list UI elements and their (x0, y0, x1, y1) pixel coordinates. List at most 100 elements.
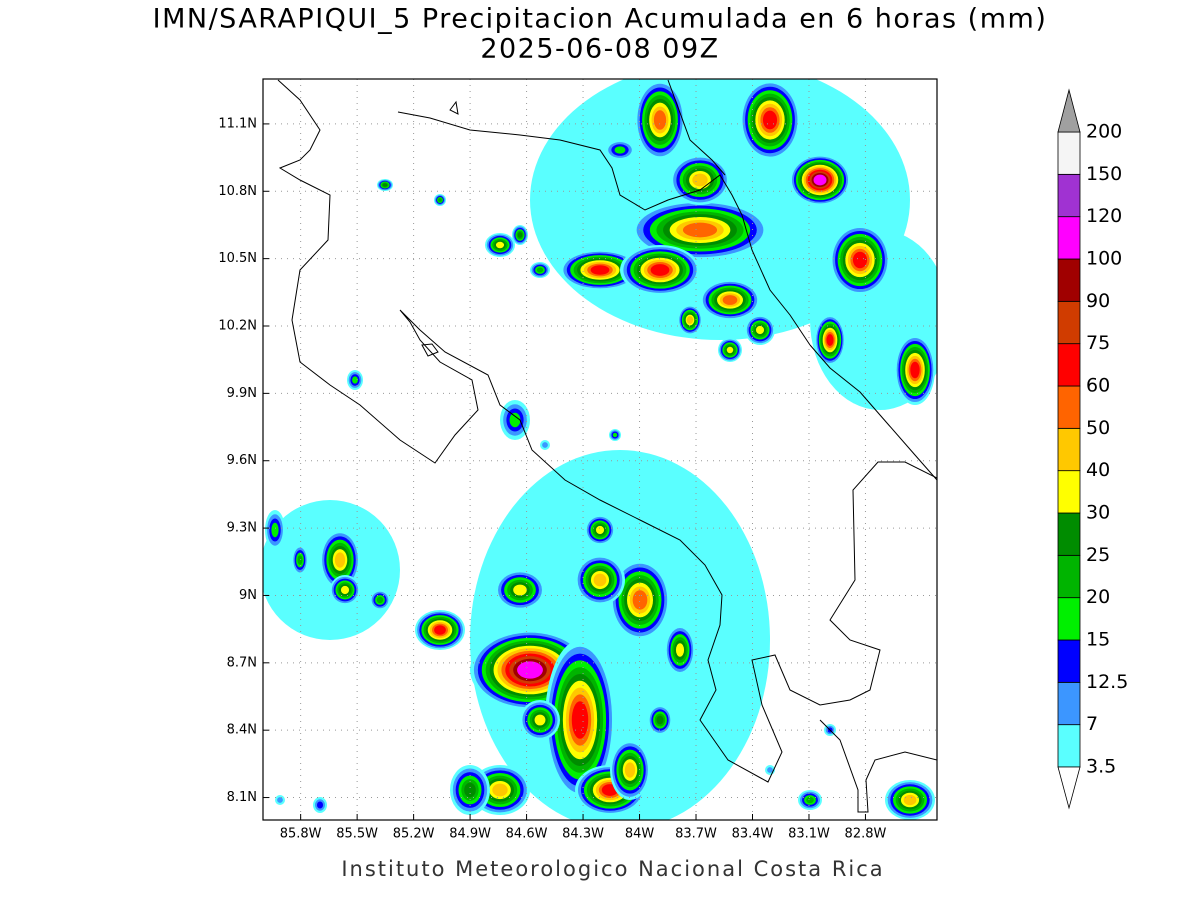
colorbar-box (1057, 216, 1081, 260)
precip-area (624, 762, 636, 778)
colorbar-label: 120 (1086, 205, 1122, 227)
precip-area (542, 442, 548, 448)
colorbar-label: 7 (1086, 713, 1098, 735)
lat-tick-label: 10.2N (218, 319, 257, 334)
colorbar-box (1057, 385, 1081, 429)
lat-tick-label: 8.1N (227, 790, 257, 805)
colorbar-label: 12.5 (1086, 671, 1128, 693)
precip-area (438, 198, 442, 202)
precip-area (767, 767, 773, 773)
precip-area (509, 412, 521, 428)
subtitle: 2025-06-08 09Z (480, 34, 719, 65)
precip-area (513, 584, 527, 596)
colorbar: 3.5 7 12.5 15 20 25 30 40 50 60 75 90 100 120 150 200 (1057, 88, 1128, 810)
lon-tick-label: 84.6W (506, 827, 548, 842)
colorbar-over (1057, 88, 1081, 133)
colorbar-label: 40 (1086, 459, 1110, 481)
precip-area (536, 267, 544, 273)
title: IMN/SARAPIQUI_5 Precipitacion Acumulada … (153, 4, 1048, 35)
precip-area (492, 783, 508, 797)
precip-area (334, 552, 346, 568)
colorbar-box (1057, 343, 1081, 387)
precip-area (686, 316, 694, 324)
lon-tick-label: 85.2W (393, 827, 435, 842)
precip-area (271, 522, 279, 538)
precip-area (813, 174, 827, 186)
precip-area (316, 801, 324, 809)
precip-area (595, 525, 605, 535)
colorbar-label: 75 (1086, 332, 1110, 354)
precip-area (340, 585, 350, 595)
colorbar-label: 20 (1086, 586, 1110, 608)
precip-area (762, 110, 778, 130)
lat-tick-label: 11.1N (218, 116, 257, 131)
colorbar-box (1057, 300, 1081, 345)
colorbar-label: 60 (1086, 375, 1110, 397)
colorbar-label: 50 (1086, 417, 1110, 439)
colorbar-label: 25 (1086, 544, 1110, 566)
colorbar-box (1057, 724, 1081, 768)
lat-tick-label: 9.6N (227, 453, 257, 468)
precip-area (722, 295, 738, 305)
grid (263, 79, 937, 820)
lon-tick-label: 83.1W (788, 827, 830, 842)
colorbar-box (1057, 173, 1081, 218)
colorbar-box (1057, 512, 1081, 556)
precip-area (653, 110, 667, 130)
lon-tick-label: 85.8W (280, 827, 322, 842)
precip-area (376, 596, 384, 604)
colorbar-box (1057, 258, 1081, 302)
lon-tick-label: 84W (625, 827, 655, 842)
precip-area (675, 643, 685, 657)
precip-area (614, 146, 626, 154)
precip-area (612, 432, 618, 438)
lon-tick-label: 82.8W (845, 827, 887, 842)
lon-tick-label: 84.9W (449, 827, 491, 842)
precip-area (517, 661, 543, 679)
precip-area (726, 346, 734, 354)
colorbar-box (1057, 597, 1081, 641)
colorbar-label: 150 (1086, 163, 1122, 185)
precip-area (650, 264, 670, 276)
precip-area (656, 715, 664, 725)
footer: Instituto Meteorologico Nacional Costa R… (341, 857, 884, 881)
precip-area (593, 573, 607, 587)
precip-area (382, 183, 388, 187)
lon-tick-label: 83.7W (675, 827, 717, 842)
precip-area (590, 265, 610, 275)
colorbar-label: 3.5 (1086, 756, 1116, 778)
precip-layer (263, 79, 937, 820)
colorbar-label: 100 (1086, 248, 1122, 270)
precip-area (826, 334, 834, 346)
lon-tick-label: 85.5W (336, 827, 378, 842)
precip-area (903, 794, 917, 806)
precip-area (517, 232, 523, 238)
lon-tick-label: 84.3W (562, 827, 604, 842)
lon-tick-label: 83.4W (732, 827, 774, 842)
plot-frame (262, 78, 938, 821)
precip-area (755, 325, 765, 335)
colorbar-box (1057, 554, 1081, 599)
colorbar-label: 15 (1086, 629, 1110, 651)
colorbar-label: 90 (1086, 290, 1110, 312)
colorbar-box (1057, 131, 1081, 175)
precip-area (534, 714, 546, 726)
lat-tick-label: 10.8N (218, 184, 257, 199)
precip-area (910, 361, 920, 379)
precip-area (632, 590, 648, 610)
precip-area (682, 222, 718, 238)
precip-area (692, 173, 708, 187)
lat-tick-label: 9.3N (227, 521, 257, 536)
precip-area (434, 625, 446, 635)
precip-area (571, 701, 589, 739)
precip-area (352, 376, 358, 384)
precip-area (297, 555, 303, 565)
precip-area (806, 796, 814, 804)
precip-area (464, 782, 476, 798)
precip-area (277, 797, 283, 803)
colorbar-box (1057, 681, 1081, 726)
lat-tick-label: 9.9N (227, 386, 257, 401)
precip-area (852, 251, 868, 269)
precip-area (495, 241, 505, 249)
